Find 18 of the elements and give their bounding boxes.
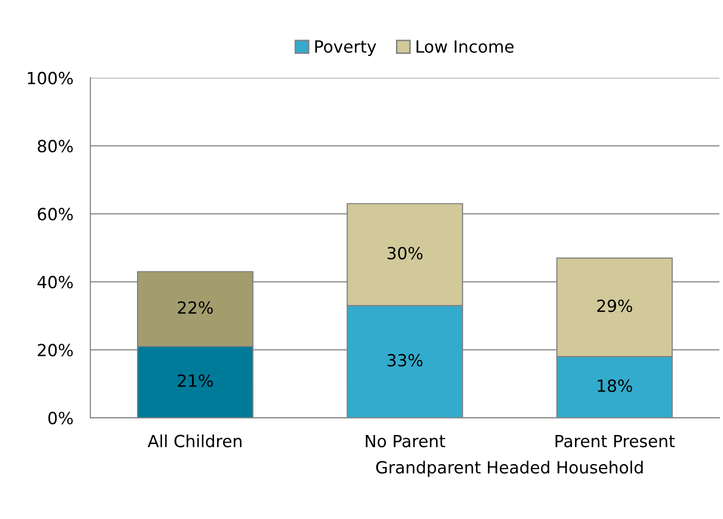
x-tick-label: No Parent — [366, 434, 446, 448]
x-tick-label: Parent Present — [556, 434, 675, 448]
y-tick-label: 20% — [38, 344, 73, 356]
y-tick-label: 40% — [37, 276, 73, 288]
data-label: 22% — [178, 301, 213, 314]
data-label: 18% — [598, 379, 632, 392]
y-tick-label: 100% — [28, 72, 73, 84]
legend-label: Poverty — [315, 40, 376, 56]
data-label: 33% — [388, 354, 422, 367]
data-label: 29% — [597, 300, 632, 312]
x-tick-label: All Children — [148, 434, 242, 448]
legend-label: Low Income — [416, 40, 514, 53]
text: Grandparent Headed Household — [376, 460, 643, 477]
y-tick-label: 80% — [38, 140, 73, 152]
data-label: 21% — [178, 374, 213, 387]
y-tick-label: 0% — [48, 412, 73, 424]
y-tick-label: 60% — [38, 208, 73, 220]
data-label: 30% — [388, 246, 422, 260]
